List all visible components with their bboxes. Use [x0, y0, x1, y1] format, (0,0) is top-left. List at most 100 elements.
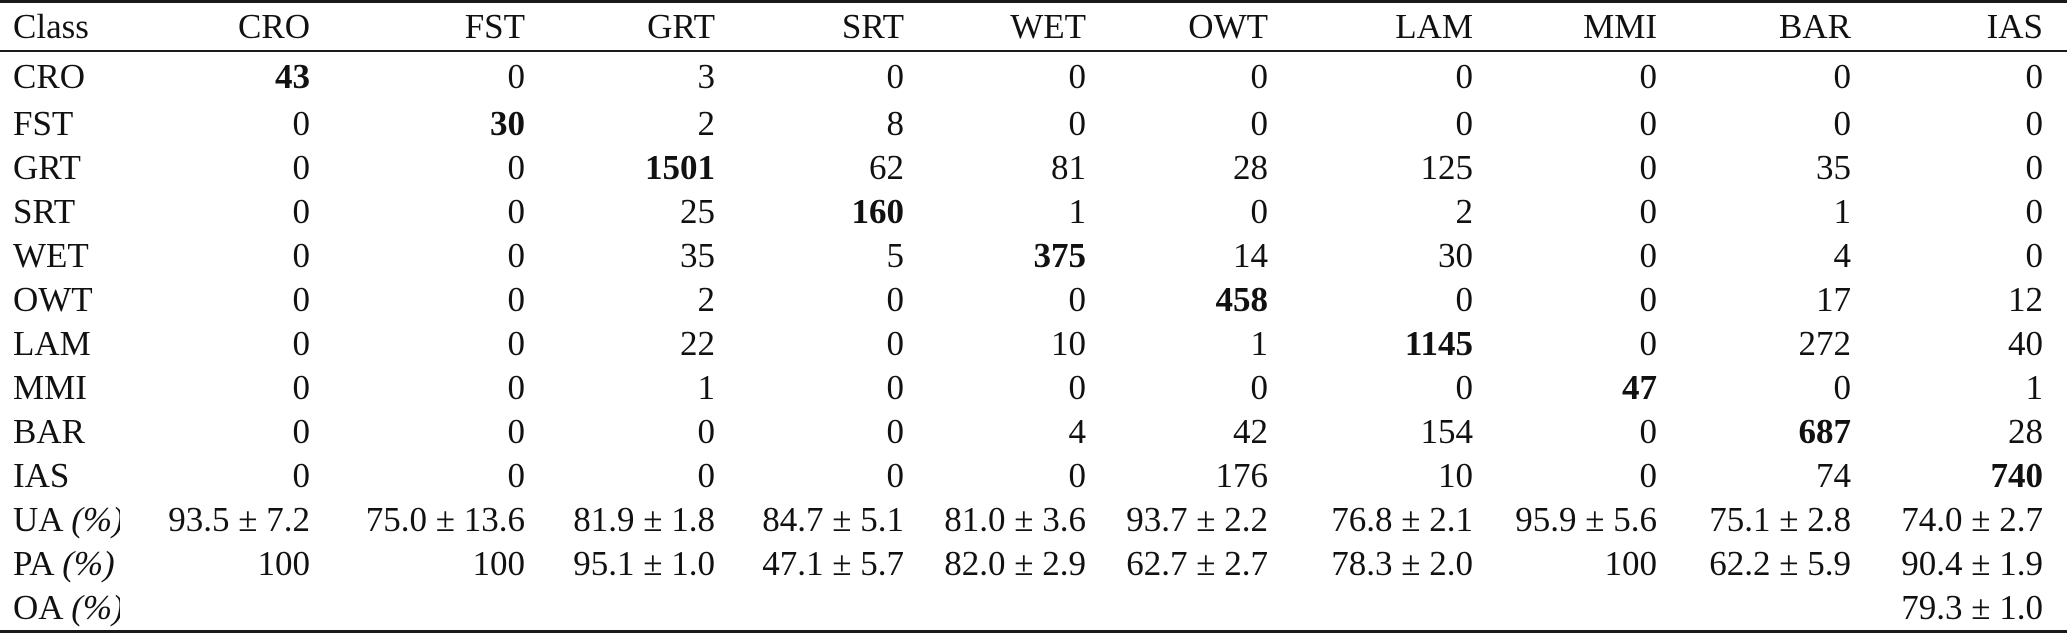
- table-cell: 2: [697, 104, 716, 143]
- table-cell: 0: [2025, 236, 2044, 275]
- row-label-srt: SRT: [13, 192, 76, 231]
- table-row-srt: SRT 0 0 25 160 1 0 2 0 1 0: [0, 190, 2067, 234]
- column-header-lam: LAM: [1292, 1, 1497, 52]
- table-cell: 0: [292, 412, 311, 451]
- table-cell: 0: [1639, 324, 1658, 363]
- row-label-ua: UA (%): [0, 498, 120, 542]
- column-header-cro: CRO: [120, 1, 334, 52]
- table-cell: 0: [1639, 280, 1658, 319]
- row-label-oa: OA (%): [0, 586, 120, 632]
- table-cell: 100: [472, 544, 526, 583]
- row-label-ias: IAS: [13, 456, 70, 495]
- table-cell: 0: [1455, 280, 1474, 319]
- table-cell: 1: [1068, 192, 1087, 231]
- row-label-grt: GRT: [13, 148, 81, 187]
- table-cell: 0: [507, 456, 526, 495]
- table-cell: 82.0 ± 2.9: [944, 544, 1086, 583]
- table-cell: 0: [2025, 104, 2044, 143]
- table-cell: 0: [292, 368, 311, 407]
- row-label-oa-text: OA: [13, 588, 64, 627]
- table-cell: 0: [1455, 104, 1474, 143]
- column-header-mmi: MMI: [1497, 1, 1681, 52]
- table-cell: 0: [1833, 104, 1852, 143]
- row-label-fst: FST: [13, 104, 74, 143]
- column-header-ias: IAS: [1875, 1, 2067, 52]
- table-cell: 0: [1639, 57, 1658, 96]
- column-header-class: Class: [0, 1, 120, 52]
- table-cell: 0: [1639, 456, 1658, 495]
- table-cell: 0: [1250, 57, 1269, 96]
- table-cell: 0: [292, 280, 311, 319]
- table-row-ias: IAS 0 0 0 0 0 176 10 0 74 740: [0, 454, 2067, 498]
- table-cell: 375: [1033, 236, 1087, 275]
- table-row-mmi: MMI 0 0 1 0 0 0 0 47 0 1: [0, 366, 2067, 410]
- table-row-cro: CRO 43 0 3 0 0 0 0 0 0 0: [0, 51, 2067, 102]
- table-cell: 0: [886, 324, 905, 363]
- table-cell: 81.9 ± 1.8: [573, 500, 715, 539]
- table-cell: 93.5 ± 7.2: [168, 500, 310, 539]
- table-cell: 0: [1639, 412, 1658, 451]
- table-cell: 0: [2025, 57, 2044, 96]
- row-label-ua-percent: (%): [71, 500, 120, 539]
- table-cell: 78.3 ± 2.0: [1331, 544, 1473, 583]
- column-header-srt: SRT: [739, 1, 928, 52]
- table-cell: 62.2 ± 5.9: [1709, 544, 1851, 583]
- table-cell: 17: [1816, 280, 1851, 319]
- table-cell: 30: [490, 104, 525, 143]
- table-cell: 0: [2025, 148, 2044, 187]
- table-cell: 93.7 ± 2.2: [1126, 500, 1268, 539]
- table-row-fst: FST 0 30 2 8 0 0 0 0 0 0: [0, 102, 2067, 146]
- table-cell: 25: [680, 192, 715, 231]
- table-cell: 0: [1833, 57, 1852, 96]
- table-cell: 0: [697, 456, 716, 495]
- table-cell: 0: [1068, 456, 1087, 495]
- table-cell: 0: [886, 280, 905, 319]
- row-label-pa: PA (%): [0, 542, 120, 586]
- table-cell: 47.1 ± 5.7: [762, 544, 904, 583]
- table-cell: 84.7 ± 5.1: [762, 500, 904, 539]
- row-label-pa-text: PA: [13, 544, 55, 583]
- table-cell: 2: [1455, 192, 1474, 231]
- table-cell: 0: [1455, 368, 1474, 407]
- table-cell: 4: [1833, 236, 1852, 275]
- table-cell: 154: [1420, 412, 1474, 451]
- table-cell: 81.0 ± 3.6: [944, 500, 1086, 539]
- table-cell: 100: [1604, 544, 1658, 583]
- table-cell: 125: [1420, 148, 1474, 187]
- table-cell: 43: [275, 57, 310, 96]
- table-row-oa: OA (%) 79.3 ± 1.0: [0, 586, 2067, 632]
- table-cell: 0: [292, 148, 311, 187]
- column-header-owt: OWT: [1110, 1, 1292, 52]
- table-cell: 0: [507, 148, 526, 187]
- table-cell: 0: [507, 236, 526, 275]
- table-cell: 76.8 ± 2.1: [1331, 500, 1473, 539]
- table-cell: 74: [1816, 456, 1851, 495]
- table-cell: 42: [1233, 412, 1268, 451]
- table-cell: 95.1 ± 1.0: [573, 544, 715, 583]
- table-cell: 0: [292, 324, 311, 363]
- column-header-bar: BAR: [1681, 1, 1875, 52]
- table-cell: 28: [2008, 412, 2043, 451]
- table-row-owt: OWT 0 0 2 0 0 458 0 0 17 12: [0, 278, 2067, 322]
- table-row-grt: GRT 0 0 1501 62 81 28 125 0 35 0: [0, 146, 2067, 190]
- table-cell: 687: [1798, 412, 1852, 451]
- table-cell: 2: [697, 280, 716, 319]
- row-label-mmi: MMI: [13, 368, 87, 407]
- table-cell: 0: [1639, 192, 1658, 231]
- table-cell: 0: [292, 104, 311, 143]
- table-cell: 0: [1639, 104, 1658, 143]
- table-cell: 0: [292, 236, 311, 275]
- table-cell: 0: [507, 280, 526, 319]
- table-cell: 1: [1833, 192, 1852, 231]
- table-cell: 0: [1250, 104, 1269, 143]
- column-header-grt: GRT: [549, 1, 739, 52]
- row-label-ua-text: UA: [13, 500, 64, 539]
- table-row-pa: PA (%) 100 100 95.1 ± 1.0 47.1 ± 5.7 82.0…: [0, 542, 2067, 586]
- table-cell: 81: [1051, 148, 1086, 187]
- column-header-wet: WET: [928, 1, 1110, 52]
- table-cell: 28: [1233, 148, 1268, 187]
- table-row-bar: BAR 0 0 0 0 4 42 154 0 687 28: [0, 410, 2067, 454]
- table-cell: 0: [1639, 148, 1658, 187]
- table-cell: 10: [1051, 324, 1086, 363]
